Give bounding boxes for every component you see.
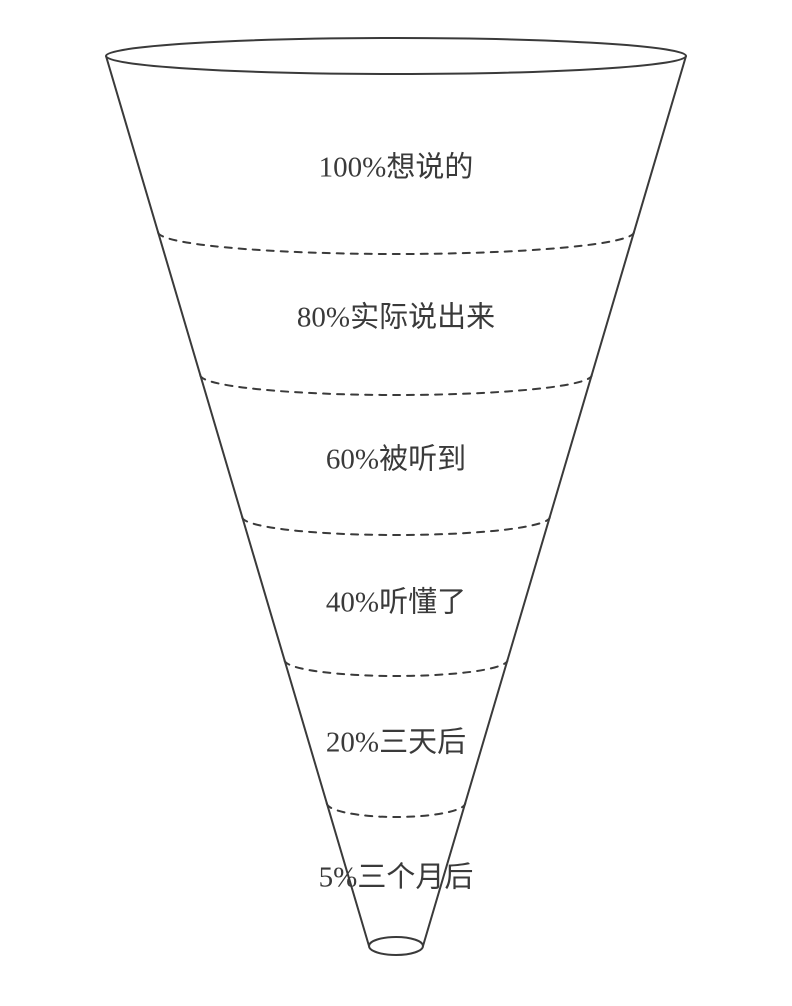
- funnel-stage-label-6: 5%三个月后: [319, 861, 474, 894]
- funnel-top-rim: [106, 38, 686, 74]
- funnel-bottom-rim: [369, 937, 423, 955]
- funnel-side-left: [106, 56, 369, 946]
- funnel-stage-label-2: 80%实际说出来: [297, 301, 495, 334]
- communication-funnel: 100%想说的 80%实际说出来 60%被听到 40%听懂了 20%三天后 5%三个月后: [0, 0, 792, 1006]
- funnel-stage-label-1: 100%想说的: [319, 151, 474, 184]
- funnel-divider-3: [242, 517, 550, 535]
- funnel-stage-label-3: 60%被听到: [326, 443, 466, 476]
- funnel-divider-2: [200, 375, 591, 395]
- funnel-side-right: [423, 56, 686, 946]
- funnel-divider-1: [158, 232, 634, 254]
- funnel-stage-label-5: 20%三天后: [326, 726, 466, 759]
- funnel-divider-5: [327, 803, 466, 817]
- funnel-stage-label-4: 40%听懂了: [326, 586, 466, 619]
- funnel-divider-4: [284, 660, 507, 676]
